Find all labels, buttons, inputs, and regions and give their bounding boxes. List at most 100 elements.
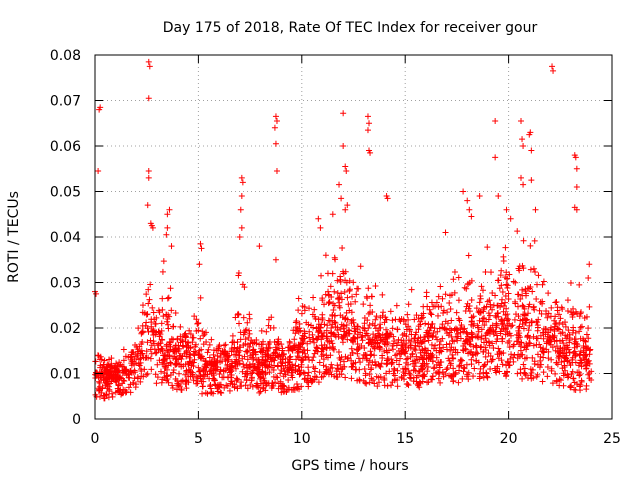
roti-point	[322, 252, 329, 259]
roti-point	[483, 318, 490, 325]
roti-point	[507, 332, 514, 339]
roti-point	[298, 310, 305, 317]
roti-point	[482, 353, 489, 360]
roti-point-peak	[518, 174, 525, 181]
roti-point	[479, 315, 486, 322]
roti-point	[451, 338, 458, 345]
roti-point	[507, 323, 514, 330]
roti-point	[468, 348, 475, 355]
roti-point	[508, 351, 515, 358]
roti-point	[208, 389, 215, 396]
roti-point	[170, 369, 177, 376]
roti-point	[216, 383, 223, 390]
roti-point-peak	[503, 206, 510, 213]
roti-point	[518, 339, 525, 346]
roti-point	[344, 294, 351, 301]
roti-point	[520, 361, 527, 368]
roti-point	[532, 269, 539, 276]
roti-point	[525, 303, 532, 310]
roti-point	[339, 339, 346, 346]
roti-point	[149, 304, 156, 311]
roti-point	[134, 374, 141, 381]
roti-point-peak	[460, 188, 467, 195]
roti-point	[234, 361, 241, 368]
roti-point	[241, 329, 248, 336]
roti-point	[270, 324, 277, 331]
roti-point	[262, 387, 269, 394]
roti-point	[413, 378, 420, 385]
roti-point	[565, 346, 572, 353]
roti-point	[371, 380, 378, 387]
roti-point	[500, 253, 507, 260]
roti-point	[438, 303, 445, 310]
roti-point	[504, 369, 511, 376]
roti-point	[217, 389, 224, 396]
roti-point	[139, 329, 146, 336]
roti-point	[553, 298, 560, 305]
roti-point	[226, 387, 233, 394]
roti-point	[161, 370, 168, 377]
roti-point	[214, 388, 221, 395]
roti-point	[170, 348, 177, 355]
roti-point	[451, 289, 458, 296]
roti-point	[219, 347, 226, 354]
roti-point	[173, 386, 180, 393]
roti-point	[570, 305, 577, 312]
roti-point-peak	[329, 211, 336, 218]
roti-point	[423, 293, 430, 300]
roti-point	[586, 303, 593, 310]
roti-point	[560, 370, 567, 377]
roti-point	[359, 324, 366, 331]
roti-point	[148, 350, 155, 357]
roti-point	[549, 344, 556, 351]
roti-point	[185, 361, 192, 368]
roti-point	[348, 375, 355, 382]
roti-point	[263, 351, 270, 358]
roti-point-peak	[256, 243, 263, 250]
roti-point	[145, 328, 152, 335]
roti-point	[497, 272, 504, 279]
roti-point	[564, 297, 571, 304]
roti-point	[216, 370, 223, 377]
roti-point	[419, 346, 426, 353]
roti-point	[389, 346, 396, 353]
roti-point	[528, 375, 535, 382]
roti-point	[524, 334, 531, 341]
roti-point-peak	[344, 202, 351, 209]
roti-point-peak	[317, 224, 324, 231]
roti-point	[259, 353, 266, 360]
roti-point	[175, 381, 182, 388]
roti-point	[395, 336, 402, 343]
y-tick-label: 0.03	[50, 276, 81, 292]
roti-point	[369, 320, 376, 327]
roti-point	[95, 378, 102, 385]
roti-point	[540, 329, 547, 336]
roti-point	[299, 336, 306, 343]
y-tick-label: 0	[72, 412, 81, 428]
roti-point	[481, 362, 488, 369]
roti-point	[469, 351, 476, 358]
roti-point	[201, 331, 208, 338]
roti-point	[530, 333, 537, 340]
roti-point	[521, 369, 528, 376]
roti-point	[160, 258, 167, 265]
roti-point	[144, 311, 151, 318]
roti-point	[224, 373, 231, 380]
roti-point	[493, 332, 500, 339]
roti-point	[133, 353, 140, 360]
roti-point	[206, 383, 213, 390]
roti-point	[313, 374, 320, 381]
roti-point	[244, 356, 251, 363]
roti-point-peak	[532, 206, 539, 213]
roti-point	[398, 373, 405, 380]
roti-point	[320, 362, 327, 369]
roti-point	[571, 336, 578, 343]
roti-point	[389, 325, 396, 332]
roti-point	[247, 352, 254, 359]
roti-point	[204, 349, 211, 356]
roti-point	[504, 330, 511, 337]
roti-point-peak	[164, 224, 171, 231]
roti-point	[439, 295, 446, 302]
roti-point	[310, 364, 317, 371]
roti-point	[161, 352, 168, 359]
